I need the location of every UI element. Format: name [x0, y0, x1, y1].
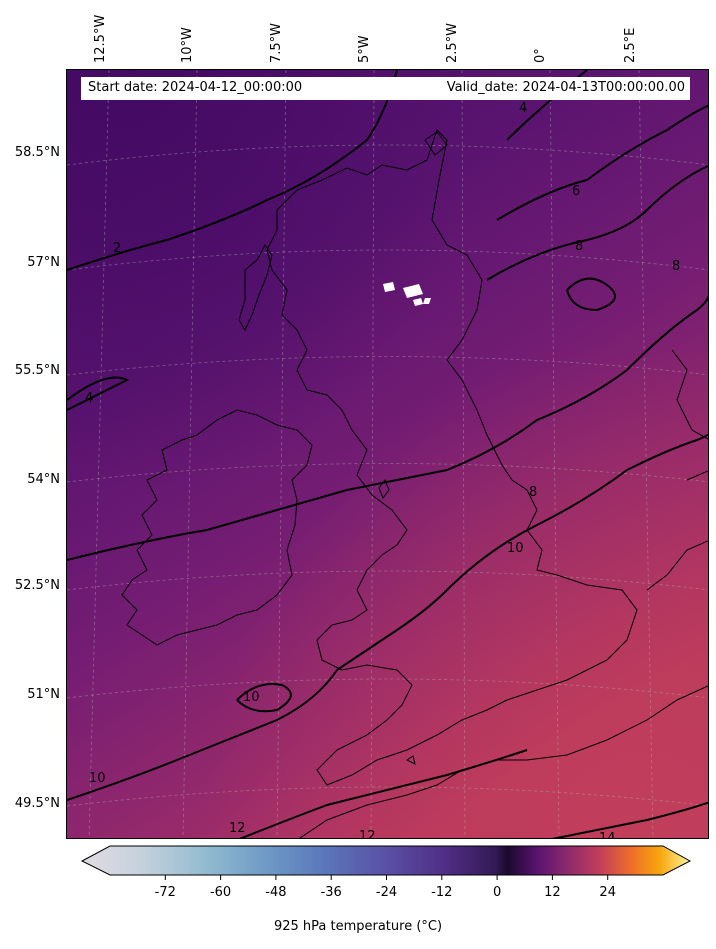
colorbar-tick-label: 0	[493, 885, 501, 900]
map-cold-overlay	[67, 70, 708, 838]
cold-patches	[383, 282, 431, 306]
colorbar-tick-label: -48	[265, 885, 286, 900]
colorbar-ticks: -72 -60 -48 -36 -24 -12 0 12 24	[155, 875, 616, 900]
contours	[67, 70, 708, 838]
graticule	[67, 70, 708, 838]
contour-label-14: 14	[599, 831, 616, 839]
colorbar-tick-label: -72	[155, 885, 176, 900]
contour-label-8-north: 8	[575, 239, 583, 254]
colorbar-tick-label: -60	[210, 885, 231, 900]
start-date-text: Start date: 2024-04-12_00:00:00	[88, 80, 303, 95]
lat-label-55-5n: 55.5°N	[14, 363, 60, 378]
valid-date-text: Valid_date: 2024-04-13T00:00:00.00	[446, 80, 685, 95]
lat-label-51n: 51°N	[27, 687, 60, 702]
lat-label-54n: 54°N	[27, 472, 60, 487]
contour-label-8-central: 8	[529, 485, 537, 500]
contour-label-10-west: 10	[89, 771, 106, 786]
colorbar-body	[80, 845, 692, 876]
colorbar-tick-label: -12	[431, 885, 452, 900]
lon-label-2-5w: 2.5°W	[445, 22, 460, 63]
contour-label-8-east: 8	[672, 259, 680, 274]
map-svg: 2 4 4 6 8 8 8 10 10 10 12 12 14	[67, 70, 708, 839]
contour-label-10-south: 10	[243, 690, 260, 705]
lon-label-12-5w: 12.5°W	[93, 14, 108, 63]
colorbar-tick-label: -24	[376, 885, 397, 900]
lon-label-2-5e: 2.5°E	[623, 27, 638, 63]
contour-label-2: 2	[113, 241, 121, 256]
colorbar-tick-label: 12	[544, 885, 561, 900]
contour-label-4-north: 4	[519, 101, 527, 116]
lon-label-0: 0°	[533, 48, 548, 63]
contour-label-group: 2 4 4 6 8 8 8 10 10 10 12 12 14	[85, 101, 680, 839]
colorbar-label: 925 hPa temperature (°C)	[273, 919, 443, 934]
contour-label-6: 6	[572, 184, 580, 199]
lat-label-58-5n: 58.5°N	[14, 145, 60, 160]
date-info-box: Start date: 2024-04-12_00:00:00 Valid_da…	[81, 77, 690, 100]
lat-label-57n: 57°N	[27, 255, 60, 270]
contour-label-10-wales: 10	[507, 541, 524, 556]
lat-label-49-5n: 49.5°N	[14, 796, 60, 811]
lat-label-52-5n: 52.5°N	[14, 578, 60, 593]
lon-label-10w: 10°W	[180, 27, 195, 63]
contour-label-12-s: 12	[359, 829, 376, 839]
colorbar-tick-label: 24	[599, 885, 616, 900]
contour-label-4-west: 4	[85, 391, 93, 406]
lon-label-7-5w: 7.5°W	[269, 22, 284, 63]
colorbar: -72 -60 -48 -36 -24 -12 0 12 24	[80, 845, 692, 900]
lon-label-5w: 5°W	[357, 35, 372, 63]
colorbar-tick-label: -36	[321, 885, 342, 900]
contour-label-12-sw: 12	[229, 821, 246, 836]
temperature-map: 2 4 4 6 8 8 8 10 10 10 12 12 14	[66, 69, 709, 839]
